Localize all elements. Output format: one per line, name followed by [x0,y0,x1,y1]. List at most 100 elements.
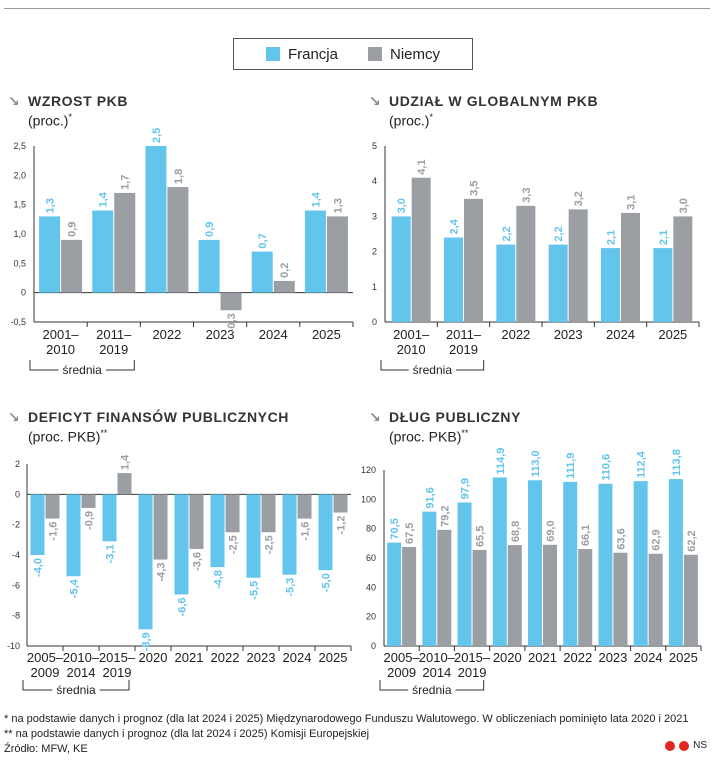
deficit-value-label-germany: -1,6 [300,522,312,541]
debt-average-label-bg [408,686,456,694]
debt-footnote-mark: ** [461,428,469,438]
debt-bar-france [422,511,437,646]
share-bar-france [496,244,516,322]
deficit-ytick-label: -10 [7,641,20,651]
debt-value-label-germany: 65,5 [475,526,487,547]
arrow-down-right-icon: ↘ [8,93,21,109]
deficit-ytick-label: -8 [12,611,20,621]
share-value-label-germany: 3,5 [469,181,481,196]
growth-category-label: 2023 [206,327,235,342]
chart-legend: Francja Niemcy [233,38,473,70]
footnote-ec: ** na podstawie danych i prognoz (dla la… [4,728,370,740]
deficit-bar-germany [81,494,96,508]
deficit-category-label: 2010– [63,650,100,665]
growth-ytick-label: -0,5 [10,317,26,327]
growth-bar-germany [326,216,348,293]
deficit-bar-germany [297,494,312,519]
debt-bar-france [633,481,648,646]
share-value-label-france: 2,4 [449,218,461,234]
share-panel-title: ↘ UDZIAŁ W GLOBALNYM PKB [369,93,598,110]
growth-bar-france [304,210,326,293]
growth-category-label: 2010 [46,342,75,357]
debt-category-label: 2025 [669,650,698,665]
debt-bar-france [668,479,683,646]
deficit-ytick-label: 0 [15,489,20,499]
legend-swatch-germany [368,47,382,61]
debt-value-label-france: 113,8 [671,449,683,476]
deficit-ytick-label: -2 [12,520,20,530]
deficit-average-label-bg [52,686,100,694]
deficit-bar-germany [189,494,204,549]
deficit-bar-france [210,494,225,568]
share-value-label-germany: 3,2 [573,191,585,206]
growth-ytick-label: 0,5 [13,258,26,268]
share-ytick-label: 0 [372,317,377,327]
share-value-label-germany: 4,1 [416,159,428,174]
deficit-bar-france [246,494,261,578]
share-value-label-france: 2,2 [553,226,565,241]
deficit-value-label-france: -3,1 [105,544,117,563]
debt-category-label: 2010– [419,650,456,665]
debt-bar-france [492,477,507,646]
share-bar-germany [411,177,431,322]
source-note: Źródło: MFW, KE [4,743,88,755]
arrow-down-right-icon: ↘ [369,93,382,109]
share-value-label-germany: 3,1 [626,195,638,210]
share-panel-subtitle: (proc.)* [389,112,433,129]
growth-bar-germany [220,292,242,311]
growth-category-label: 2011– [96,327,132,342]
debt-average-label: średnia [412,683,452,697]
share-ytick-label: 1 [372,282,377,292]
deficit-bar-germany [45,494,60,519]
deficit-bar-germany [117,473,132,495]
debt-bar-france [528,480,542,646]
growth-subtitle-text: (proc.) [28,112,69,129]
debt-bar-france [457,502,472,646]
deficit-value-label-france: -5,3 [285,578,297,597]
debt-ytick-label: 20 [366,612,376,622]
deficit-value-label-france: -5,5 [249,581,261,600]
debt-bar-germany [437,529,452,646]
debt-title-text: DŁUG PUBLICZNY [389,409,522,425]
deficit-category-label: 2022 [211,650,240,665]
share-value-label-france: 2,1 [658,230,670,245]
share-value-label-germany: 3,3 [521,188,533,203]
debt-ytick-label: 80 [366,524,376,534]
growth-category-label: 2001– [43,327,80,342]
share-bar-france [391,216,411,322]
deficit-category-label: 2009 [31,665,60,680]
share-subtitle-text: (proc.) [389,112,430,129]
share-average-label-bg [408,366,457,374]
arrow-down-right-icon: ↘ [369,409,382,425]
footnotes: * na podstawie danych i prognoz (dla lat… [4,712,688,757]
debt-category-label: 2014 [422,665,451,680]
debt-value-label-germany: 68,8 [510,521,522,542]
share-value-label-france: 3,0 [396,198,408,213]
debt-ytick-label: 120 [361,465,376,475]
legend-label-germany: Niemcy [390,45,441,63]
deficit-ytick-label: 2 [15,459,20,469]
share-bar-france [548,244,568,322]
debt-value-label-france: 112,4 [636,450,648,478]
deficit-value-label-france: -4,0 [33,558,45,577]
publisher-logo-icon [679,740,690,751]
deficit-value-label-germany: -1,2 [336,516,348,535]
deficit-bar-france [138,494,153,630]
legend-label-france: Francja [287,45,338,63]
growth-category-label: 2022 [152,327,181,342]
publisher-logo-icon [665,740,676,751]
footnote-imf: * na podstawie danych i prognoz (dla lat… [4,713,689,725]
deficit-value-label-france: -5,0 [321,573,333,592]
deficit-footnote-mark: ** [100,428,108,438]
growth-value-label-germany: 1,3 [332,198,344,213]
growth-category-label: 2025 [312,327,341,342]
growth-value-label-france: 0,7 [257,233,269,248]
share-average-label: średnia [413,363,453,377]
growth-value-label-france: 1,3 [45,198,57,213]
debt-ytick-label: 100 [361,494,376,504]
deficit-value-label-germany: -1,6 [48,522,60,541]
debt-bar-germany [507,545,522,646]
deficit-category-label: 2025 [319,650,348,665]
debt-value-label-germany: 63,6 [615,528,627,549]
